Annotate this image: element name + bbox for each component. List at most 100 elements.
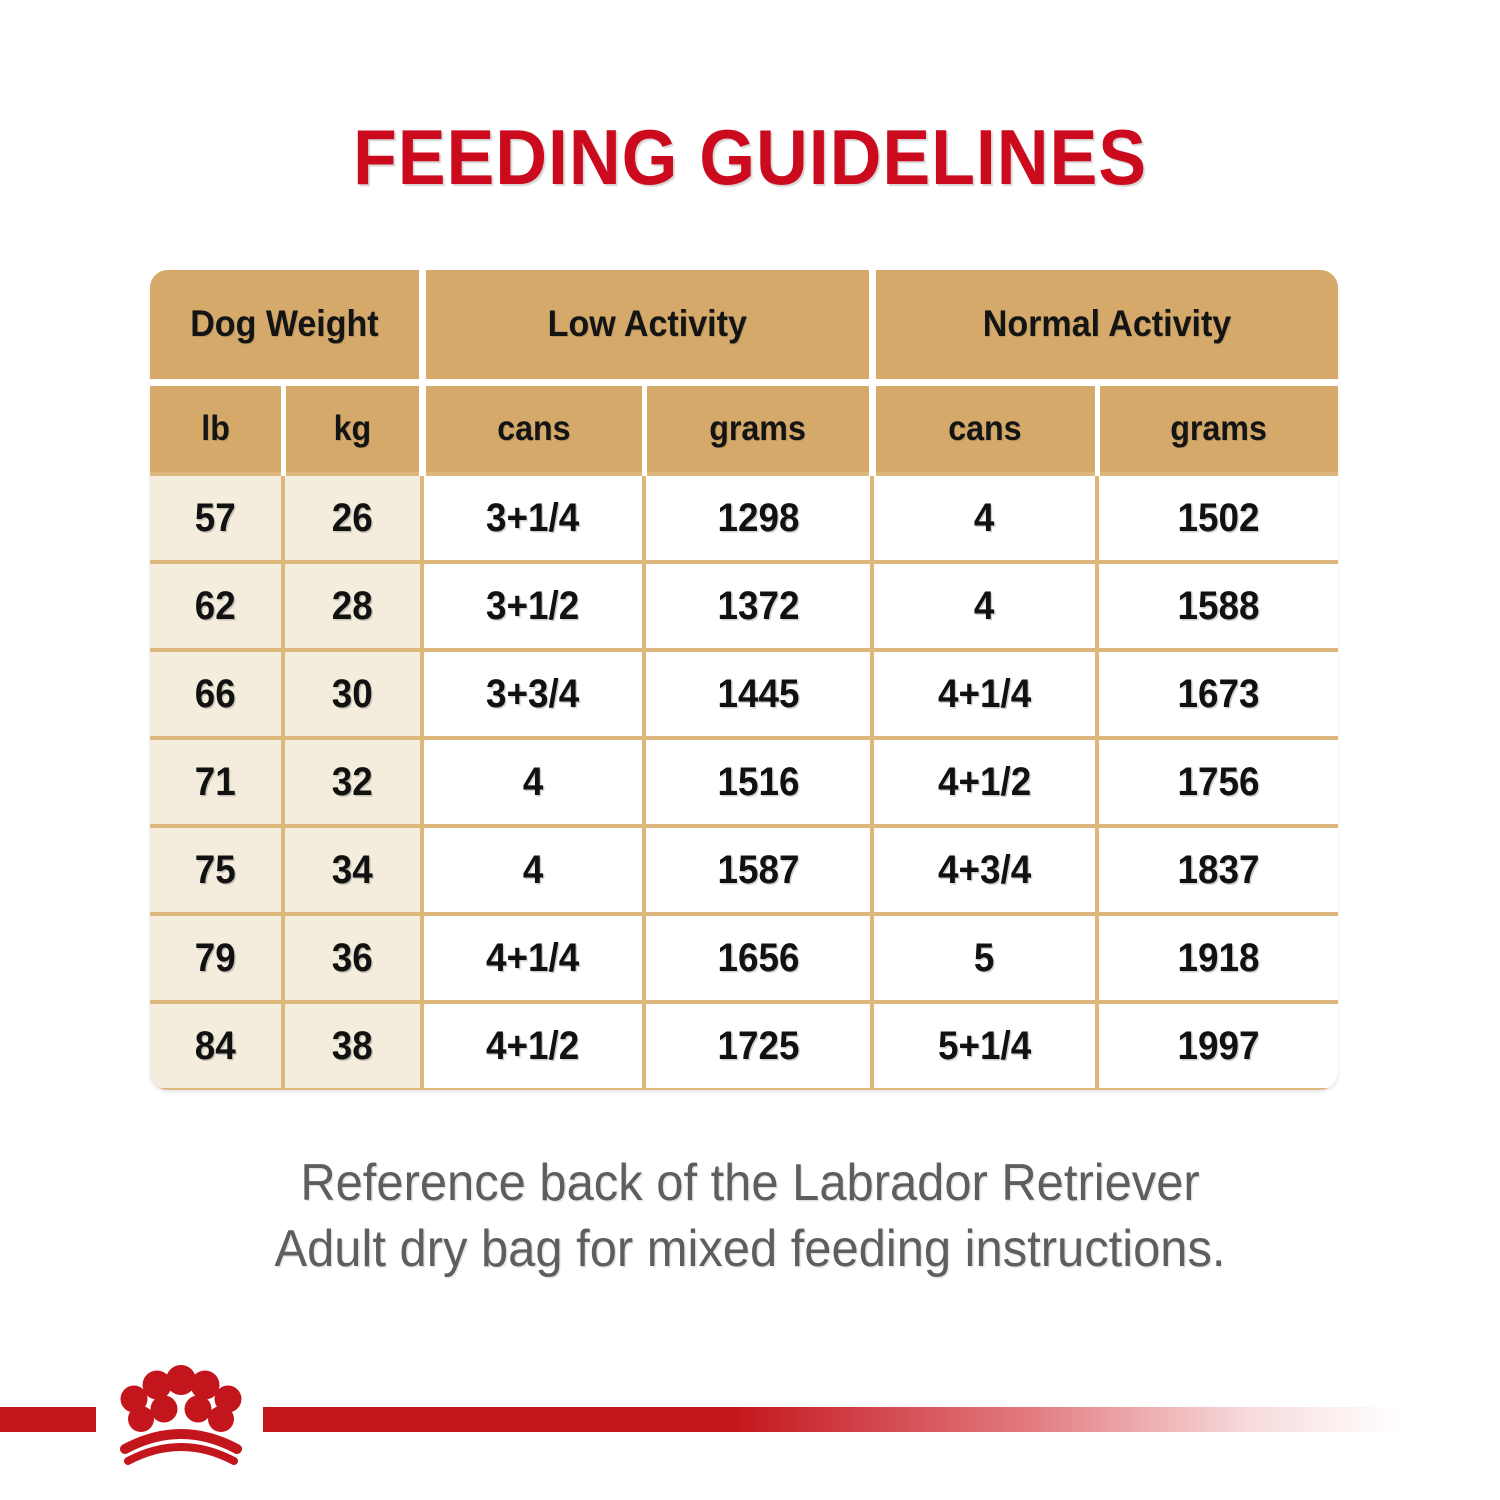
group-header-low-activity-label: Low Activity xyxy=(547,303,747,345)
sub-header-lb-label: lb xyxy=(200,408,230,448)
group-header-row: Dog Weight Low Activity Normal Activity xyxy=(150,270,1338,382)
cell-low-grams: 1298 xyxy=(644,472,875,562)
cell-low-cans: 4+1/4 xyxy=(422,912,646,1002)
brand-bar-left-segment xyxy=(0,1407,96,1432)
feeding-note-line1: Reference back of the Labrador Retriever xyxy=(300,1154,1200,1212)
cell-normal-cans-value: 5+1/4 xyxy=(937,1023,1032,1068)
cell-lb: 84 xyxy=(150,1000,285,1090)
cell-low-grams: 1587 xyxy=(644,824,875,914)
cell-lb: 66 xyxy=(150,648,285,738)
sub-header-low-grams: grams xyxy=(644,378,876,474)
cell-kg: 32 xyxy=(283,736,424,826)
cell-normal-cans: 5+1/4 xyxy=(872,1000,1100,1090)
table-row: 66 30 3+3/4 1445 4+1/4 1673 xyxy=(150,648,1338,738)
cell-kg: 36 xyxy=(283,912,424,1002)
cell-normal-grams: 1918 xyxy=(1097,912,1338,1002)
sub-header-lb: lb xyxy=(150,378,286,474)
cell-low-grams-value: 1725 xyxy=(717,1023,799,1068)
cell-low-grams-value: 1445 xyxy=(717,671,799,716)
cell-low-cans: 4 xyxy=(422,824,646,914)
cell-low-grams: 1445 xyxy=(644,648,875,738)
cell-low-cans-value: 4+1/4 xyxy=(486,935,580,980)
cell-normal-grams-value: 1918 xyxy=(1177,935,1260,980)
cell-kg-value: 32 xyxy=(332,759,373,804)
cell-low-cans: 4 xyxy=(422,736,646,826)
table-body: 57 26 3+1/4 1298 4 1502 62 28 3+1/2 1372… xyxy=(150,472,1338,1090)
table-row: 71 32 4 1516 4+1/2 1756 xyxy=(150,736,1338,826)
cell-kg-value: 38 xyxy=(332,1023,373,1068)
table-row: 62 28 3+1/2 1372 4 1588 xyxy=(150,560,1338,650)
cell-normal-cans-value: 4+3/4 xyxy=(937,847,1032,892)
sub-header-normal-cans-label: cans xyxy=(948,408,1022,448)
cell-normal-cans: 4+3/4 xyxy=(872,824,1100,914)
cell-normal-grams: 1673 xyxy=(1097,648,1338,738)
cell-normal-grams-value: 1673 xyxy=(1177,671,1260,716)
cell-low-cans-value: 4 xyxy=(522,759,544,804)
cell-kg: 26 xyxy=(283,472,424,562)
cell-normal-grams-value: 1837 xyxy=(1177,847,1260,892)
cell-normal-grams: 1502 xyxy=(1097,472,1338,562)
cell-normal-grams: 1997 xyxy=(1097,1000,1338,1090)
feeding-note: Reference back of the Labrador Retriever… xyxy=(0,1150,1500,1282)
table-row: 84 38 4+1/2 1725 5+1/4 1997 xyxy=(150,1000,1338,1090)
cell-low-cans-value: 3+1/4 xyxy=(486,495,580,540)
cell-low-cans: 3+3/4 xyxy=(422,648,646,738)
cell-kg: 38 xyxy=(283,1000,424,1090)
cell-lb: 57 xyxy=(150,472,285,562)
cell-lb: 62 xyxy=(150,560,285,650)
cell-kg: 28 xyxy=(283,560,424,650)
feeding-note-line2: Adult dry bag for mixed feeding instruct… xyxy=(274,1220,1226,1278)
group-header-dog-weight: Dog Weight xyxy=(150,270,426,382)
sub-header-normal-grams: grams xyxy=(1097,378,1338,474)
cell-low-grams: 1725 xyxy=(644,1000,875,1090)
cell-normal-grams-value: 1756 xyxy=(1177,759,1260,804)
cell-low-cans-value: 4+1/2 xyxy=(486,1023,580,1068)
cell-normal-grams-value: 1997 xyxy=(1177,1023,1260,1068)
cell-low-grams: 1372 xyxy=(644,560,875,650)
group-header-normal-activity-label: Normal Activity xyxy=(982,303,1231,345)
cell-lb-value: 84 xyxy=(195,1023,236,1068)
sub-header-normal-grams-label: grams xyxy=(1170,408,1268,448)
cell-lb-value: 62 xyxy=(195,583,236,628)
cell-low-grams-value: 1516 xyxy=(717,759,799,804)
cell-kg-value: 36 xyxy=(332,935,373,980)
brand-bar xyxy=(0,1365,1500,1465)
cell-lb-value: 71 xyxy=(195,759,236,804)
cell-low-cans: 3+1/2 xyxy=(422,560,646,650)
cell-low-cans-value: 3+3/4 xyxy=(486,671,580,716)
cell-low-grams-value: 1587 xyxy=(717,847,799,892)
cell-normal-grams: 1837 xyxy=(1097,824,1338,914)
sub-header-low-cans-label: cans xyxy=(496,408,571,448)
sub-header-row: lb kg cans grams cans grams xyxy=(150,378,1338,474)
cell-lb: 71 xyxy=(150,736,285,826)
cell-low-cans-value: 3+1/2 xyxy=(486,583,580,628)
cell-kg: 34 xyxy=(283,824,424,914)
cell-normal-cans: 5 xyxy=(872,912,1100,1002)
cell-low-cans: 3+1/4 xyxy=(422,472,646,562)
cell-lb-value: 66 xyxy=(195,671,236,716)
cell-kg: 30 xyxy=(283,648,424,738)
group-header-dog-weight-label: Dog Weight xyxy=(190,303,379,345)
brand-bar-right-segment xyxy=(263,1407,1500,1432)
cell-low-grams-value: 1372 xyxy=(717,583,799,628)
cell-normal-grams-value: 1502 xyxy=(1177,495,1260,540)
cell-kg-value: 30 xyxy=(332,671,373,716)
cell-lb-value: 75 xyxy=(195,847,236,892)
group-header-normal-activity: Normal Activity xyxy=(872,270,1338,382)
cell-low-grams-value: 1656 xyxy=(717,935,799,980)
cell-normal-grams: 1588 xyxy=(1097,560,1338,650)
cell-normal-cans-value: 4+1/4 xyxy=(937,671,1032,716)
cell-normal-cans: 4 xyxy=(872,560,1100,650)
sub-header-low-grams-label: grams xyxy=(709,408,806,448)
table-header: Dog Weight Low Activity Normal Activity … xyxy=(150,270,1338,474)
sub-header-kg-label: kg xyxy=(333,408,371,448)
cell-lb: 75 xyxy=(150,824,285,914)
cell-low-grams-value: 1298 xyxy=(717,495,799,540)
sub-header-normal-cans: cans xyxy=(872,378,1100,474)
table-row: 75 34 4 1587 4+3/4 1837 xyxy=(150,824,1338,914)
royal-canin-crown-icon xyxy=(120,1365,242,1465)
cell-lb-value: 79 xyxy=(195,935,236,980)
table-row: 79 36 4+1/4 1656 5 1918 xyxy=(150,912,1338,1002)
feeding-guidelines-table: Dog Weight Low Activity Normal Activity … xyxy=(150,270,1338,1090)
